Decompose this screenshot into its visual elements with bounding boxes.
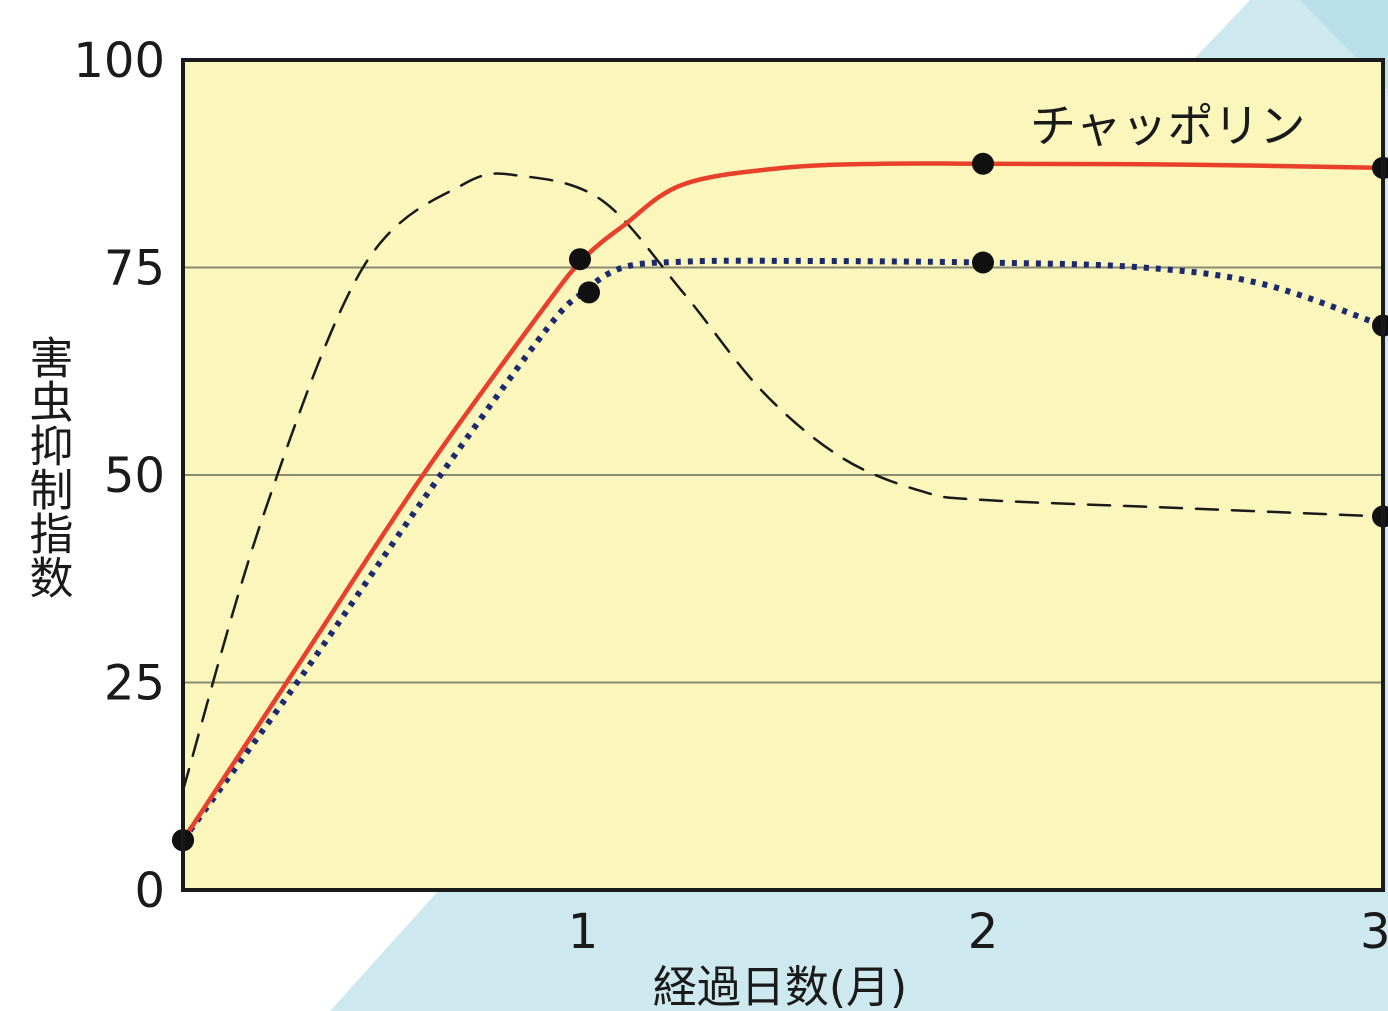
x-tick-label-2: 2 (968, 904, 999, 960)
y-tick-label-0: 0 (134, 863, 165, 919)
data-point-solid-1 (569, 248, 591, 271)
data-point-dotted-2 (972, 251, 994, 274)
gridlines (183, 266, 1383, 684)
data-point-solid-2 (972, 152, 994, 175)
series-line-solid (180, 161, 1386, 843)
y-axis-title: 害虫抑制指数 (22, 335, 73, 599)
series-line-dotted (180, 257, 1384, 842)
y-tick-label-50: 50 (104, 448, 165, 504)
x-tick-label-3: 3 (1360, 904, 1388, 960)
series-line-dashed (181, 172, 1385, 792)
x-tick-label-1: 1 (568, 904, 599, 960)
y-tick-label-25: 25 (104, 656, 165, 712)
y-tick-label-75: 75 (104, 241, 165, 297)
data-point-dotted-1 (578, 281, 600, 304)
plot-frame (181, 58, 1385, 892)
y-tick-labels: 0 25 50 75 100 (73, 33, 165, 919)
x-axis-title: 経過日数(月) (653, 962, 907, 1011)
x-tick-labels: 1 2 3 (568, 904, 1388, 960)
series-layer (180, 161, 1386, 843)
series-label-chappolin: チャッポリン (1030, 99, 1306, 153)
y-tick-label-100: 100 (73, 33, 165, 89)
